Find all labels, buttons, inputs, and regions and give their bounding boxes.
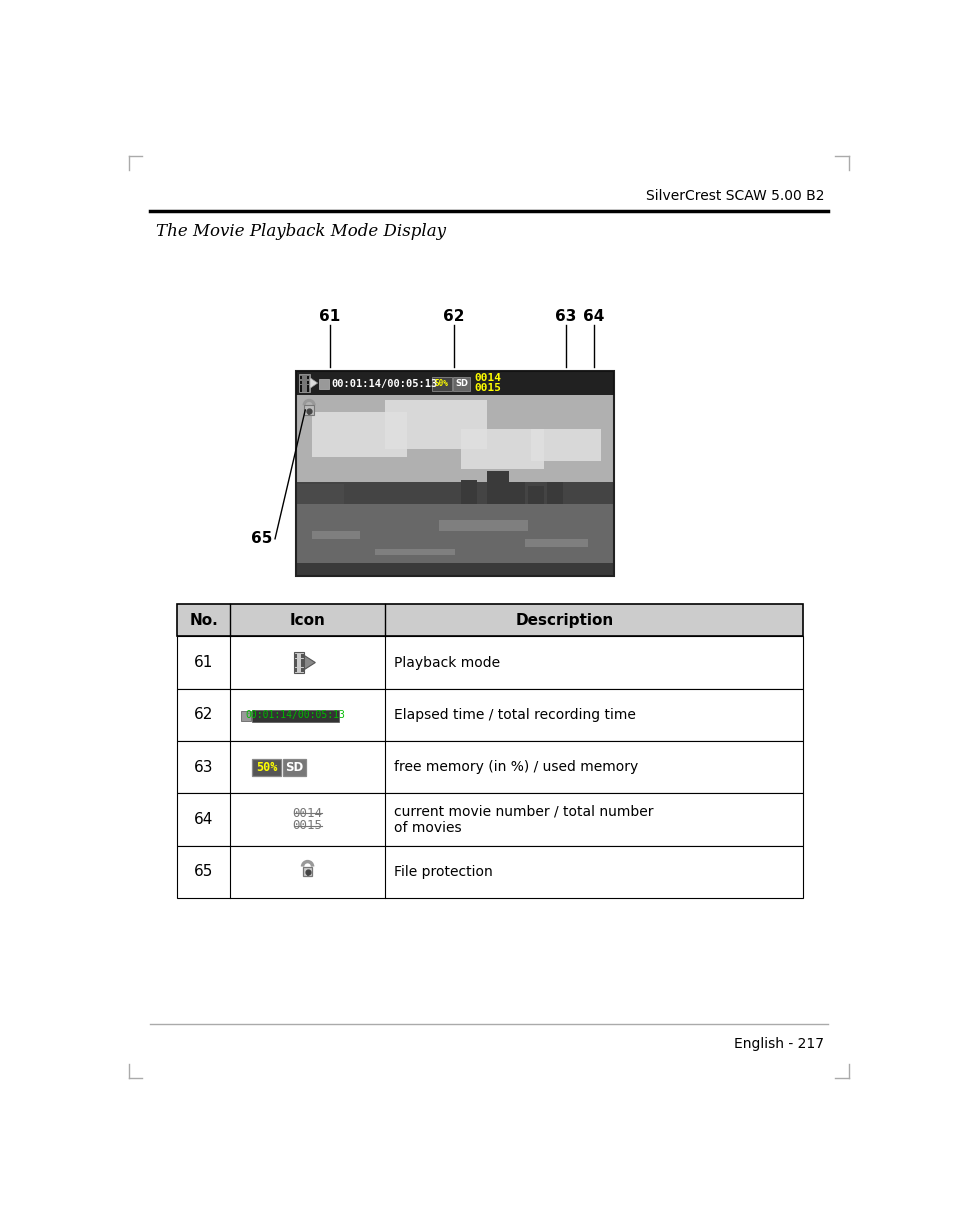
Text: File protection: File protection bbox=[394, 865, 493, 879]
Bar bbox=[304, 406, 314, 414]
Bar bbox=[177, 604, 802, 637]
Text: 00:01:14/00:05:13: 00:01:14/00:05:13 bbox=[245, 710, 345, 720]
Bar bbox=[252, 759, 281, 776]
Bar bbox=[319, 379, 329, 389]
Bar bbox=[295, 371, 613, 576]
Text: SD: SD bbox=[285, 761, 303, 774]
Bar bbox=[486, 472, 508, 505]
Bar bbox=[295, 563, 613, 576]
Bar bbox=[508, 481, 524, 505]
Bar bbox=[177, 689, 802, 741]
Bar bbox=[301, 659, 303, 662]
Bar bbox=[241, 711, 251, 721]
Bar bbox=[177, 846, 802, 898]
Bar bbox=[438, 521, 527, 530]
Bar bbox=[546, 481, 562, 505]
Bar bbox=[294, 651, 304, 673]
Text: Icon: Icon bbox=[290, 612, 325, 628]
Text: current movie number / total number
of movies: current movie number / total number of m… bbox=[394, 804, 653, 835]
Text: 00:01:14/00:05:13: 00:01:14/00:05:13 bbox=[332, 379, 437, 389]
Text: 65: 65 bbox=[251, 532, 272, 546]
Text: 64: 64 bbox=[193, 813, 213, 827]
Text: 61: 61 bbox=[319, 308, 340, 324]
Bar bbox=[295, 484, 343, 505]
Bar bbox=[312, 530, 359, 539]
Text: No.: No. bbox=[189, 612, 218, 628]
Text: 0015: 0015 bbox=[293, 819, 322, 832]
Text: Playback mode: Playback mode bbox=[394, 655, 500, 670]
Bar bbox=[295, 505, 613, 576]
Bar bbox=[252, 710, 338, 722]
Bar bbox=[294, 668, 296, 672]
Bar bbox=[298, 374, 310, 392]
Bar bbox=[453, 376, 470, 391]
Text: 50%: 50% bbox=[435, 379, 448, 389]
Bar bbox=[301, 654, 303, 657]
Text: The Movie Playback Mode Display: The Movie Playback Mode Display bbox=[156, 222, 446, 240]
Text: 0015: 0015 bbox=[474, 382, 500, 392]
Bar bbox=[177, 793, 802, 846]
Bar bbox=[299, 381, 302, 384]
Bar bbox=[384, 400, 486, 448]
Bar bbox=[527, 486, 543, 505]
Text: 61: 61 bbox=[193, 655, 213, 670]
Text: 0014: 0014 bbox=[474, 373, 500, 382]
Text: Description: Description bbox=[516, 612, 614, 628]
Bar bbox=[312, 412, 407, 457]
Bar bbox=[299, 376, 302, 379]
Bar bbox=[303, 866, 312, 876]
Text: 50%: 50% bbox=[255, 761, 277, 774]
Polygon shape bbox=[310, 378, 317, 389]
Bar bbox=[307, 389, 309, 391]
Bar bbox=[524, 539, 588, 547]
Bar bbox=[460, 479, 476, 505]
Text: English - 217: English - 217 bbox=[734, 1036, 823, 1051]
Bar bbox=[299, 385, 302, 387]
Bar bbox=[460, 429, 543, 469]
Bar bbox=[282, 759, 306, 776]
Bar bbox=[531, 429, 600, 461]
Bar bbox=[299, 389, 302, 391]
Text: 64: 64 bbox=[582, 308, 603, 324]
Text: 62: 62 bbox=[193, 708, 213, 722]
Bar bbox=[295, 371, 613, 395]
Text: 65: 65 bbox=[193, 864, 213, 880]
Bar bbox=[295, 371, 613, 505]
Bar bbox=[294, 664, 296, 667]
Text: 63: 63 bbox=[193, 760, 213, 775]
Text: SilverCrest SCAW 5.00 B2: SilverCrest SCAW 5.00 B2 bbox=[645, 189, 823, 203]
Bar bbox=[294, 659, 296, 662]
Bar bbox=[307, 376, 309, 379]
Bar bbox=[294, 654, 296, 657]
Text: 63: 63 bbox=[555, 308, 576, 324]
Bar bbox=[375, 549, 455, 555]
Polygon shape bbox=[304, 656, 315, 670]
Bar bbox=[295, 481, 613, 508]
Text: Elapsed time / total recording time: Elapsed time / total recording time bbox=[394, 708, 636, 722]
Bar bbox=[177, 637, 802, 689]
Text: free memory (in %) / used memory: free memory (in %) / used memory bbox=[394, 760, 638, 775]
Bar bbox=[307, 381, 309, 384]
Text: 0014: 0014 bbox=[293, 807, 322, 820]
Bar bbox=[431, 376, 452, 391]
Bar bbox=[307, 385, 309, 387]
Bar bbox=[301, 668, 303, 672]
Bar bbox=[177, 741, 802, 793]
Bar bbox=[301, 664, 303, 667]
Text: 62: 62 bbox=[443, 308, 464, 324]
Text: SD: SD bbox=[455, 379, 468, 389]
